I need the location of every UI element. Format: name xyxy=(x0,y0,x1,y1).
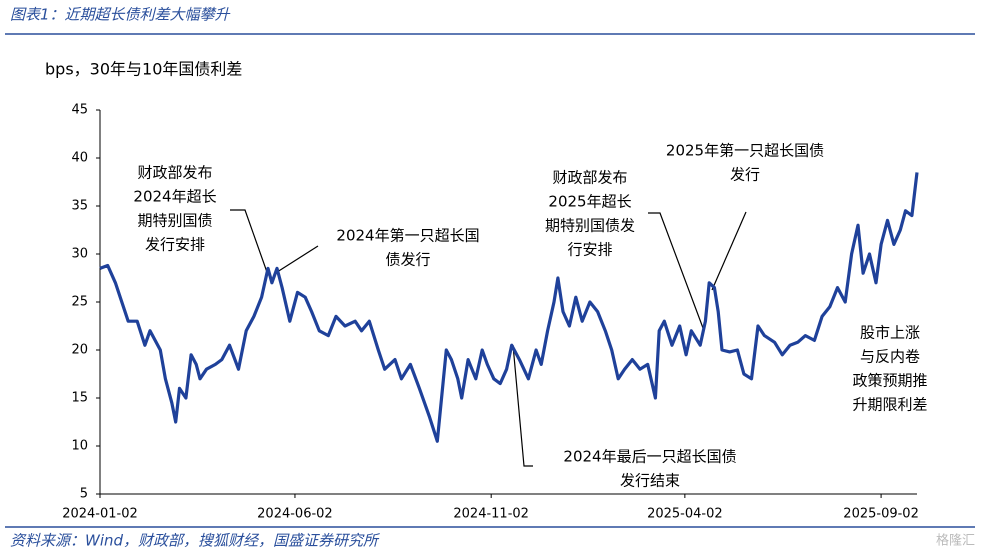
annotation: 2025年第一只超长国债 xyxy=(666,142,824,160)
source: 资料来源：Wind，财政部，搜狐财经，国盛证券研究所 xyxy=(10,532,380,550)
x-tick-label: 2024-11-02 xyxy=(453,507,529,522)
annotation: 升期限利差 xyxy=(852,396,927,414)
x-tick-label: 2025-04-02 xyxy=(647,507,723,522)
annotation: 2024年最后一只超长国债 xyxy=(563,448,736,466)
annotation: 发行结束 xyxy=(620,472,680,490)
annotation: 期特别国债 xyxy=(137,212,212,230)
leaders xyxy=(230,209,747,467)
x-tick-label: 2024-06-02 xyxy=(257,507,333,522)
data-line xyxy=(99,172,919,443)
x-tick-label: 2024-01-02 xyxy=(62,507,138,522)
watermark: 格隆汇 xyxy=(936,533,975,549)
y-tick-label: 10 xyxy=(71,439,88,454)
annotation: 发行 xyxy=(730,166,760,184)
x-tick-label: 2025-09-02 xyxy=(843,507,919,522)
annotation: 2025年超长 xyxy=(548,193,631,211)
leader-line xyxy=(230,209,269,276)
y-tick-label: 5 xyxy=(80,487,88,502)
y-tick-label: 40 xyxy=(71,151,88,166)
annotation: 2024年第一只超长国 xyxy=(336,227,479,245)
annotation: 政策预期推 xyxy=(852,372,927,390)
y-tick-label: 20 xyxy=(71,343,88,358)
annotation: 财政部发布 xyxy=(137,164,212,182)
annotation: 2024年超长 xyxy=(133,188,216,206)
annotation: 与反内卷 xyxy=(860,348,920,366)
y-axis-label: bps，30年与10年国债利差 xyxy=(45,60,242,79)
y-tick-label: 25 xyxy=(71,295,88,310)
annotation: 债发行 xyxy=(385,251,430,269)
y-tick-label: 30 xyxy=(71,247,88,262)
annotation: 财政部发布 xyxy=(552,169,627,187)
y-tick-label: 35 xyxy=(71,199,88,214)
annotation: 期特别国债发 xyxy=(545,217,635,235)
leader-line xyxy=(648,212,704,329)
leader-line xyxy=(273,245,319,275)
y-tick-label: 15 xyxy=(71,391,88,406)
annotation: 股市上涨 xyxy=(860,324,920,342)
annotation: 行安排 xyxy=(567,241,612,259)
annotation: 发行安排 xyxy=(145,236,205,254)
leader-line xyxy=(711,211,747,291)
y-tick-label: 45 xyxy=(71,103,88,118)
chart-title: 图表1：近期超长债利差大幅攀升 xyxy=(10,6,231,24)
leader-line xyxy=(512,344,533,467)
